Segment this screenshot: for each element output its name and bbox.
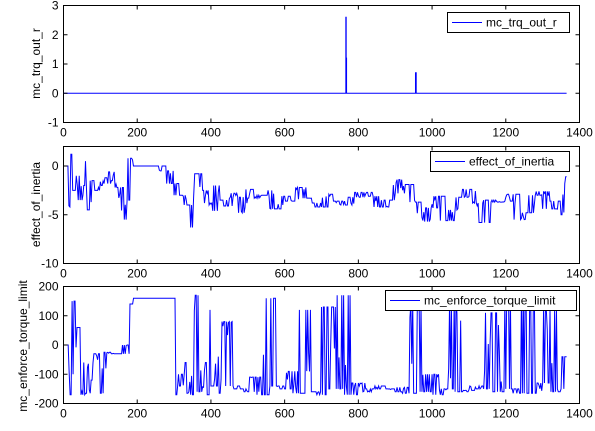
x-tick-label: 1000 xyxy=(419,126,446,140)
y-tick-label: -100 xyxy=(34,367,58,381)
x-tick-label: 200 xyxy=(127,267,147,281)
y-ticks-3: -200 -100 0 100 200 xyxy=(34,280,580,411)
series-path xyxy=(63,294,567,397)
y-tick-label: -10 xyxy=(41,257,59,271)
x-tick-label: 600 xyxy=(275,267,295,281)
x-tick-label: 600 xyxy=(275,407,295,421)
x-ticks-2: 0 200 400 600 800 1000 1200 1400 xyxy=(60,146,593,281)
y-axis-label-2: effect_of_inertia xyxy=(29,162,43,247)
x-tick-label: 1400 xyxy=(566,267,593,281)
y-ticks-2: -10 -5 0 xyxy=(41,159,580,271)
x-tick-label: 0 xyxy=(60,126,67,140)
series-path xyxy=(63,16,567,94)
x-tick-label: 1200 xyxy=(492,126,519,140)
x-tick-label: 400 xyxy=(201,267,221,281)
series-line-1 xyxy=(63,16,567,94)
x-ticks-3: 0 200 400 600 800 1000 1200 1400 xyxy=(60,286,593,421)
y-axis-label-3: mc_enforce_torque_limit xyxy=(16,280,30,412)
y-tick-label: -200 xyxy=(34,397,58,411)
legend-1: mc_trq_out_r xyxy=(447,12,570,33)
y-tick-label: -1 xyxy=(48,116,59,130)
x-tick-label: 600 xyxy=(275,126,295,140)
x-tick-label: 1400 xyxy=(566,126,593,140)
x-tick-label: 1200 xyxy=(492,407,519,421)
x-tick-label: 0 xyxy=(60,267,67,281)
legend-box-1 xyxy=(447,12,570,33)
x-tick-label: 1400 xyxy=(566,407,593,421)
legend-2: effect_of_inertia xyxy=(430,151,570,172)
y-axis-label-1: mc_trq_out_r xyxy=(29,28,43,99)
series-line-3 xyxy=(63,294,567,397)
y-tick-label: -5 xyxy=(48,208,59,222)
series-path xyxy=(63,153,567,228)
legend-label-2: effect_of_inertia xyxy=(469,155,554,169)
legend-box-3 xyxy=(385,290,577,311)
y-tick-label: 1 xyxy=(52,57,59,71)
x-tick-label: 800 xyxy=(348,407,368,421)
y-tick-label: 2 xyxy=(52,28,59,42)
y-tick-label: 0 xyxy=(52,338,59,352)
y-ticks-1: -1 0 1 2 3 xyxy=(48,0,580,130)
y-tick-label: 0 xyxy=(52,159,59,173)
legend-box-2 xyxy=(430,151,570,172)
x-tick-label: 1000 xyxy=(419,407,446,421)
x-tick-label: 1200 xyxy=(492,267,519,281)
legend-label-3: mc_enforce_torque_limit xyxy=(424,294,556,308)
x-tick-label: 200 xyxy=(127,126,147,140)
x-tick-label: 200 xyxy=(127,407,147,421)
x-tick-label: 1000 xyxy=(419,267,446,281)
x-tick-label: 400 xyxy=(201,126,221,140)
y-tick-label: 100 xyxy=(38,309,58,323)
x-ticks-1: 0 200 400 600 800 1000 1200 1400 xyxy=(60,5,593,140)
y-tick-label: 3 xyxy=(52,0,59,13)
x-tick-label: 400 xyxy=(201,407,221,421)
series-line-2 xyxy=(63,153,567,228)
legend-3: mc_enforce_torque_limit xyxy=(385,290,577,311)
x-tick-label: 800 xyxy=(348,126,368,140)
x-tick-label: 0 xyxy=(60,407,67,421)
x-tick-label: 800 xyxy=(348,267,368,281)
legend-label-1: mc_trq_out_r xyxy=(486,16,557,30)
subplot-effect-of-inertia: 0 200 400 600 800 1000 1200 1400 -10 -5 0 effect_… xyxy=(29,146,593,281)
subplot-mc-enforce-torque-limit: 0 200 400 600 800 1000 1200 1400 -200 -100 0 100 20… xyxy=(16,280,593,421)
y-tick-label: 0 xyxy=(52,86,59,100)
y-tick-label: 200 xyxy=(38,280,58,294)
